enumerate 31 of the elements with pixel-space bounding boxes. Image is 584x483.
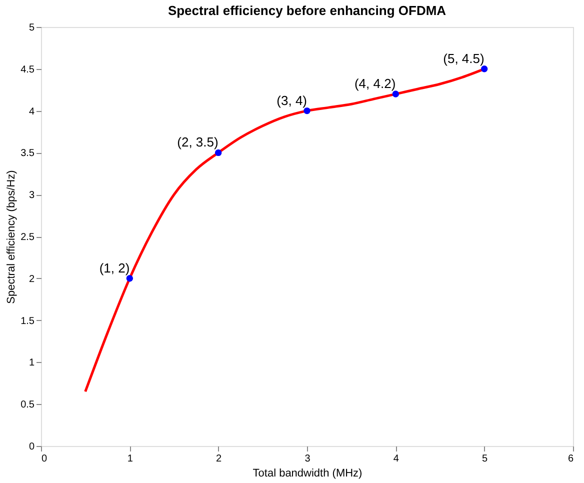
x-axis-title: Total bandwidth (MHz) <box>252 468 362 480</box>
y-tick-label: 3 <box>28 190 35 202</box>
point <box>304 107 310 114</box>
point <box>480 66 488 72</box>
y-tick-label: 3.5 <box>20 148 35 160</box>
y-tick-label: 5 <box>28 22 35 34</box>
annotation: (3, 4) <box>276 92 307 108</box>
y-tick-label: 1.5 <box>20 316 35 327</box>
point <box>126 275 134 282</box>
x-tick-label: 0 <box>42 454 48 464</box>
y-tick-label: 4 <box>28 106 35 118</box>
point <box>214 149 222 156</box>
y-tick-label: 0 <box>28 442 35 452</box>
annotation: (1, 2) <box>99 260 130 276</box>
x-tick-label: 6 <box>568 454 574 464</box>
annotation: (5, 4.5) <box>443 50 484 66</box>
x-tick-label: 2 <box>216 454 222 464</box>
point <box>392 90 400 98</box>
chart-title: Spectral efficiency before enhancing OFDMA <box>168 3 447 18</box>
x-tick-label: 4 <box>393 454 400 464</box>
y-axis-title: Spectral efficiency (bps/Hz) <box>6 170 18 304</box>
y-tick-label: 2 <box>28 274 35 285</box>
y-tick-label: 1 <box>28 358 35 369</box>
annotation: (2, 3.5) <box>177 134 218 150</box>
x-tick-label: 3 <box>304 454 311 464</box>
y-tick-label: 0.5 <box>20 400 35 411</box>
x-tick-label: 5 <box>482 454 488 464</box>
y-tick-label: 4.5 <box>20 64 35 76</box>
y-tick-label: 2.5 <box>20 232 35 243</box>
annotation: (4, 4.2) <box>354 76 396 92</box>
x-tick-label: 1 <box>127 454 134 464</box>
